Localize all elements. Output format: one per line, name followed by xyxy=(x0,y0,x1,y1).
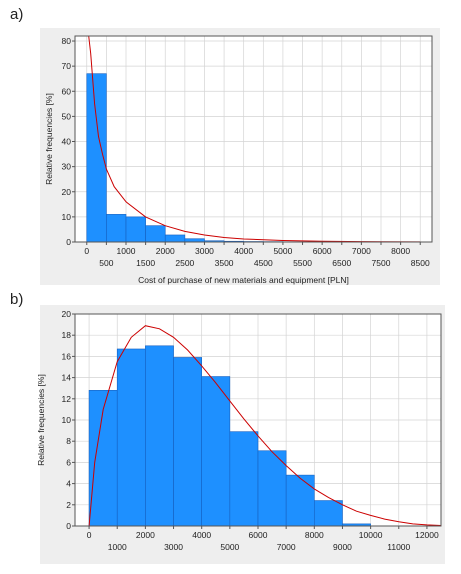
y-tick-label-a: 80 xyxy=(62,36,72,46)
y-tick-label-a: 60 xyxy=(62,86,72,96)
x-tick-label-a: 3500 xyxy=(215,258,234,268)
x-tick-label-b: 5000 xyxy=(220,542,239,552)
y-tick-label-b: 0 xyxy=(66,521,71,531)
x-tick-label-a: 4500 xyxy=(254,258,273,268)
x-tick-label-b: 10000 xyxy=(359,530,383,540)
histogram-bar-b-5 xyxy=(229,431,259,527)
x-tick-label-a: 3000 xyxy=(195,246,214,256)
y-tick-label-a: 40 xyxy=(62,137,72,147)
y-tick-label-a: 10 xyxy=(62,212,72,222)
x-axis-label-a: Cost of purchase of new materials and eq… xyxy=(138,275,349,285)
x-tick-label-b: 3000 xyxy=(164,542,183,552)
x-tick-label-a: 6000 xyxy=(313,246,332,256)
histogram-bar-b-3 xyxy=(173,357,202,527)
fitted-density-curve-b xyxy=(88,325,442,527)
y-tick-label-b: 14 xyxy=(62,373,72,383)
x-tick-label-a: 5000 xyxy=(273,246,292,256)
histogram-bar-b-8 xyxy=(314,500,343,527)
histogram-bar-a-4 xyxy=(164,234,186,243)
plot-frame-a xyxy=(74,35,433,243)
histogram-bar-b-0 xyxy=(88,390,118,527)
x-tick-label-a: 1000 xyxy=(117,246,136,256)
x-tick-label-b: 2000 xyxy=(136,530,155,540)
y-tick-label-b: 2 xyxy=(66,500,71,510)
x-tick-label-a: 1500 xyxy=(136,258,155,268)
panel-label-a: a) xyxy=(10,6,24,23)
y-tick-label-a: 50 xyxy=(62,111,72,121)
x-tick-label-a: 7000 xyxy=(352,246,371,256)
histogram-bar-b-7 xyxy=(285,474,315,527)
x-tick-label-a: 2000 xyxy=(156,246,175,256)
y-tick-label-b: 10 xyxy=(62,415,72,425)
x-tick-label-b: 4000 xyxy=(192,530,211,540)
x-tick-label-b: 8000 xyxy=(305,530,324,540)
y-tick-label-b: 16 xyxy=(62,351,72,361)
x-tick-label-a: 2500 xyxy=(175,258,194,268)
x-tick-label-a: 4000 xyxy=(234,246,253,256)
y-tick-label-b: 18 xyxy=(62,330,72,340)
x-tick-label-b: 6000 xyxy=(249,530,268,540)
x-tick-label-a: 5500 xyxy=(293,258,312,268)
y-tick-label-a: 20 xyxy=(62,187,72,197)
y-tick-label-b: 4 xyxy=(66,479,71,489)
y-tick-label-a: 30 xyxy=(62,162,72,172)
y-tick-label-b: 12 xyxy=(62,394,72,404)
x-tick-label-a: 500 xyxy=(99,258,113,268)
x-tick-label-a: 8000 xyxy=(391,246,410,256)
x-tick-label-a: 7500 xyxy=(372,258,391,268)
y-tick-label-a: 0 xyxy=(66,237,71,247)
histogram-bar-b-1 xyxy=(116,348,146,527)
x-tick-label-a: 0 xyxy=(84,246,89,256)
histogram-bar-a-1 xyxy=(106,214,127,243)
histogram-bar-b-2 xyxy=(145,345,174,527)
x-tick-label-b: 12000 xyxy=(415,530,439,540)
histogram-bar-b-4 xyxy=(201,376,231,527)
histogram-bar-a-3 xyxy=(145,225,166,243)
x-tick-label-b: 7000 xyxy=(277,542,296,552)
y-tick-label-b: 20 xyxy=(62,309,72,319)
histogram-bar-b-6 xyxy=(257,450,287,527)
x-tick-label-a: 6500 xyxy=(332,258,351,268)
x-tick-label-b: 0 xyxy=(87,530,92,540)
y-axis-label-b: Relative frequencies [%] xyxy=(36,374,46,466)
x-tick-label-b: 1000 xyxy=(108,542,127,552)
panel-label-b: b) xyxy=(10,291,24,308)
y-tick-label-b: 6 xyxy=(66,457,71,467)
plot-area-a xyxy=(75,36,432,242)
y-tick-label-a: 70 xyxy=(62,61,72,71)
y-tick-label-b: 8 xyxy=(66,436,71,446)
y-axis-label-a: Relative frequencies [%] xyxy=(44,93,54,185)
x-tick-label-a: 8500 xyxy=(411,258,430,268)
histogram-bar-a-2 xyxy=(125,216,146,243)
fitted-density-curve-a xyxy=(88,35,421,243)
x-tick-label-b: 9000 xyxy=(333,542,352,552)
x-tick-label-b: 11000 xyxy=(387,542,410,552)
